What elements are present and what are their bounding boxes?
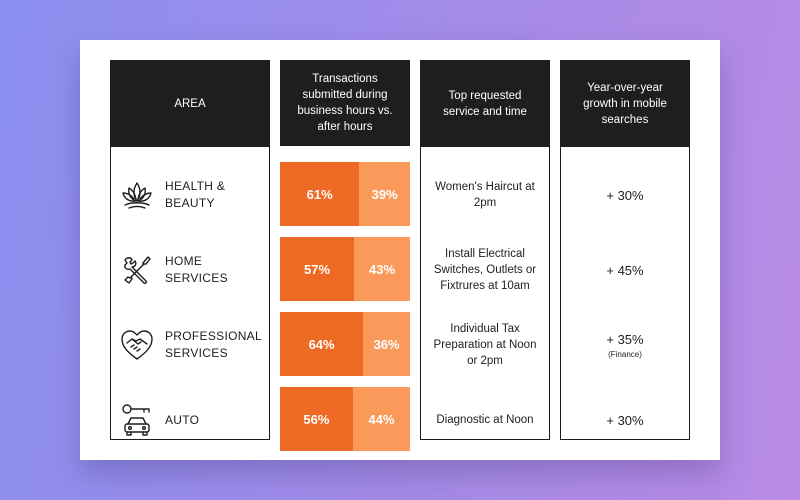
growth-note: (Finance): [608, 349, 642, 359]
tools-icon: [124, 256, 151, 284]
service-text: Install Electrical Switches, Outlets or …: [433, 248, 537, 292]
service-cell: Diagnostic at Noon: [421, 388, 549, 452]
after-hours-segment: 36%: [363, 312, 410, 376]
after-hours-segment: 44%: [352, 387, 410, 451]
service-cell: Individual Tax Preparation at Noon or 2p…: [421, 313, 549, 377]
area-label: PROFESSIONAL SERVICES: [165, 329, 262, 360]
growth-value: + 35%: [606, 331, 644, 347]
area-row: HOME SERVICES: [111, 238, 269, 302]
car-key-icon: [122, 404, 150, 436]
growth-column: Year-over-year growth in mobile searches…: [560, 60, 690, 440]
area-header: AREA: [111, 61, 269, 147]
transactions-bar: 64% 36%: [280, 312, 410, 376]
area-row: AUTO: [111, 388, 269, 452]
area-label: HEALTH & BEAUTY: [165, 179, 226, 210]
service-column: Top requested service and time Women's H…: [420, 60, 550, 440]
growth-cell: + 35% (Finance): [561, 313, 689, 377]
growth-cell: + 45%: [561, 238, 689, 302]
service-text: Diagnostic at Noon: [436, 414, 534, 426]
transactions-bar: 61% 39%: [280, 162, 410, 226]
after-hours-segment: 39%: [359, 162, 410, 226]
business-hours-segment: 64%: [280, 312, 364, 376]
growth-value: + 45%: [606, 262, 644, 278]
service-header: Top requested service and time: [421, 61, 549, 147]
growth-value: + 30%: [606, 187, 644, 203]
area-row: HEALTH & BEAUTY: [111, 163, 269, 227]
transactions-bar: 56% 44%: [280, 387, 410, 451]
area-column: AREA HEALTH & BEAUTY HOME: [110, 60, 270, 440]
lotus-icon: [122, 182, 152, 209]
business-hours-segment: 57%: [280, 237, 355, 301]
growth-cell: + 30%: [561, 163, 689, 227]
business-hours-segment: 61%: [280, 162, 360, 226]
business-hours-segment: 56%: [280, 387, 353, 451]
area-row: PROFESSIONAL SERVICES: [111, 313, 269, 377]
service-cell: Install Electrical Switches, Outlets or …: [421, 238, 549, 302]
growth-cell: + 30%: [561, 388, 689, 452]
transactions-bar: 57% 43%: [280, 237, 410, 301]
area-label: AUTO: [165, 412, 200, 427]
service-cell: Women's Haircut at 2pm: [421, 163, 549, 227]
transactions-column: Transactions submitted during business h…: [280, 60, 410, 451]
service-text: Women's Haircut at 2pm: [435, 181, 535, 209]
after-hours-segment: 43%: [354, 237, 410, 301]
area-label: HOME SERVICES: [165, 254, 228, 285]
service-text: Individual Tax Preparation at Noon or 2p…: [433, 323, 537, 367]
growth-value: + 30%: [606, 412, 644, 428]
infographic-card: AREA HEALTH & BEAUTY HOME: [80, 40, 720, 460]
growth-header: Year-over-year growth in mobile searches: [561, 61, 689, 147]
handshake-heart-icon: [121, 330, 153, 360]
transactions-header: Transactions submitted during business h…: [280, 60, 410, 146]
